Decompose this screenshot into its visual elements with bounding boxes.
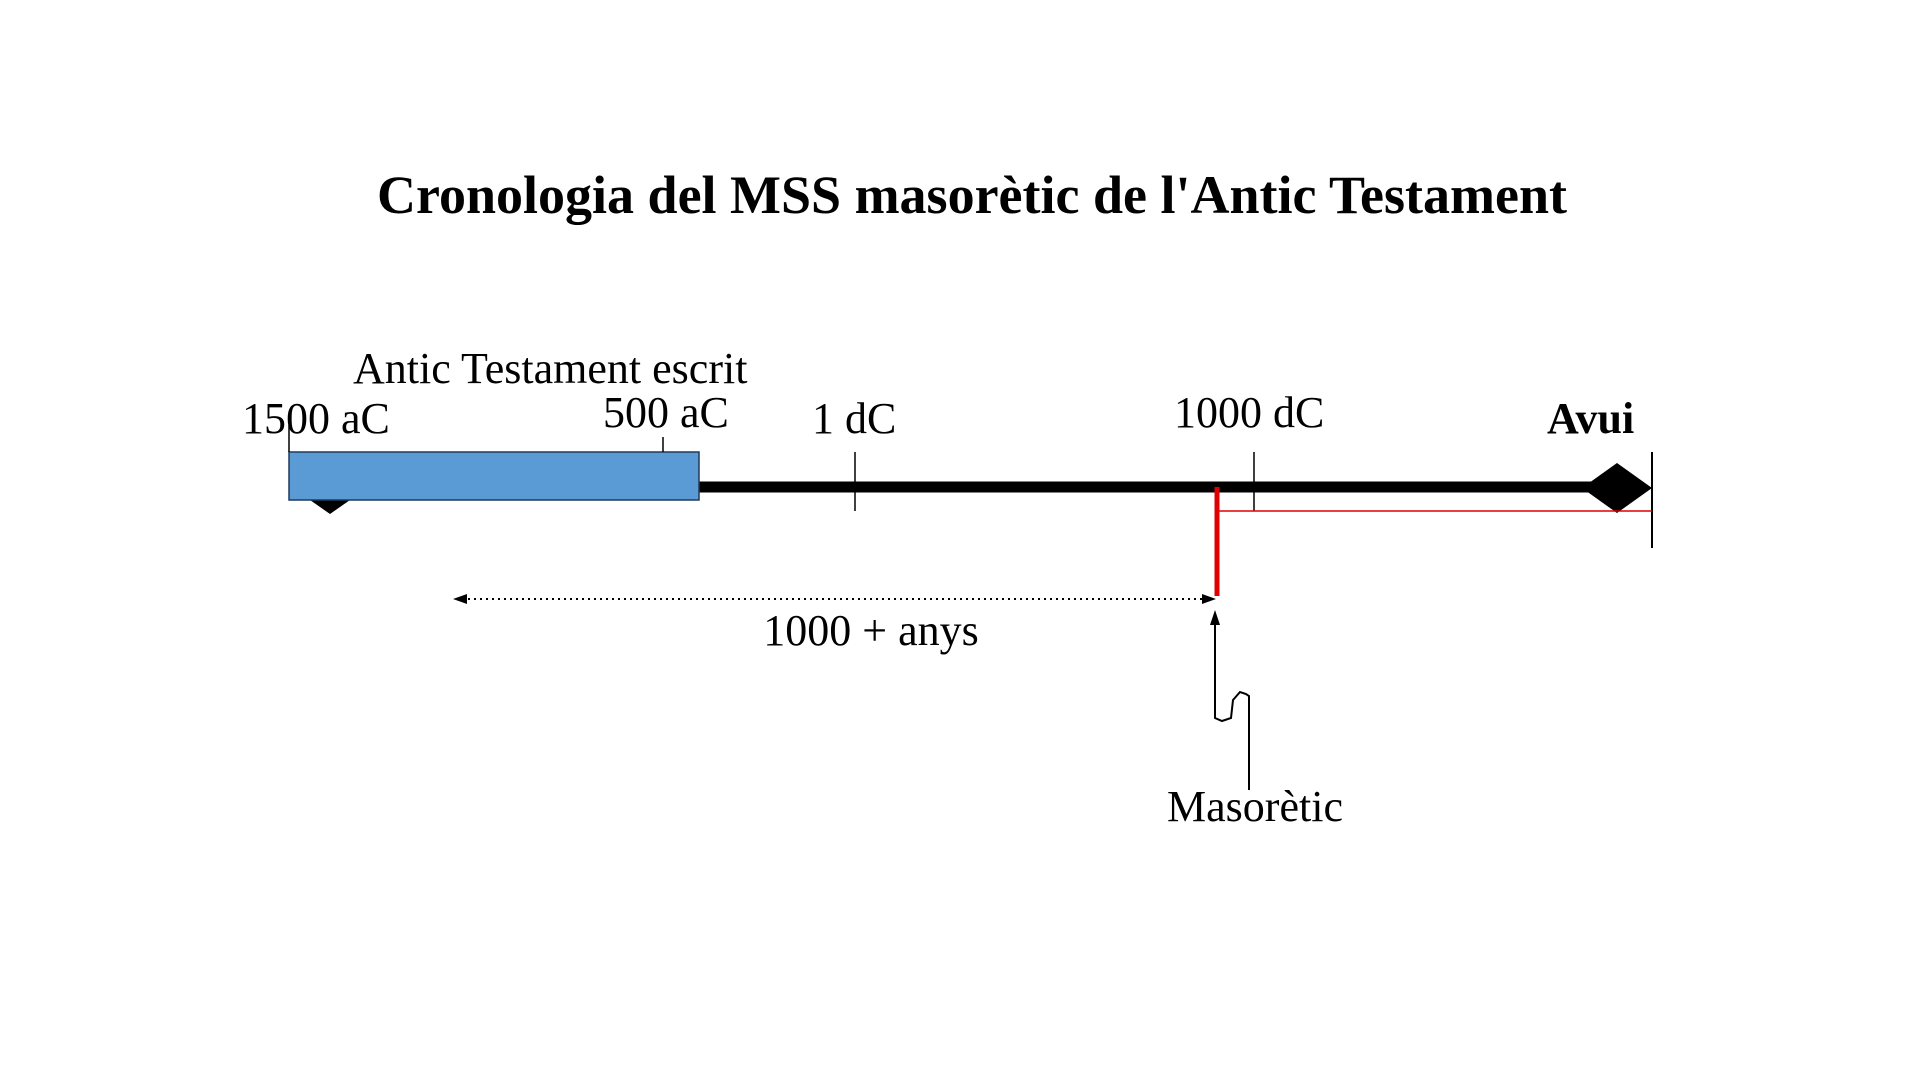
arrow-head	[1202, 594, 1216, 604]
timeline-end-diamond	[1582, 463, 1652, 513]
marker-label: Masorètic	[1167, 782, 1343, 831]
callout-line	[1214, 615, 1250, 790]
timeline-start-marker	[310, 500, 350, 514]
arrow-head	[1210, 610, 1220, 625]
arrow-head	[453, 594, 467, 604]
title: Cronologia del MSS masorètic de l'Antic …	[377, 165, 1567, 225]
timeline-label: 1 dC	[812, 394, 896, 443]
written-span	[288, 451, 700, 501]
timeline-label: 1000 dC	[1174, 388, 1324, 437]
timeline-label: Avui	[1547, 394, 1634, 443]
gap-label: 1000 + anys	[763, 606, 978, 655]
span-label: Antic Testament escrit	[353, 344, 747, 393]
timeline-label: 1500 aC	[242, 394, 390, 443]
timeline-label: 500 aC	[603, 388, 729, 437]
